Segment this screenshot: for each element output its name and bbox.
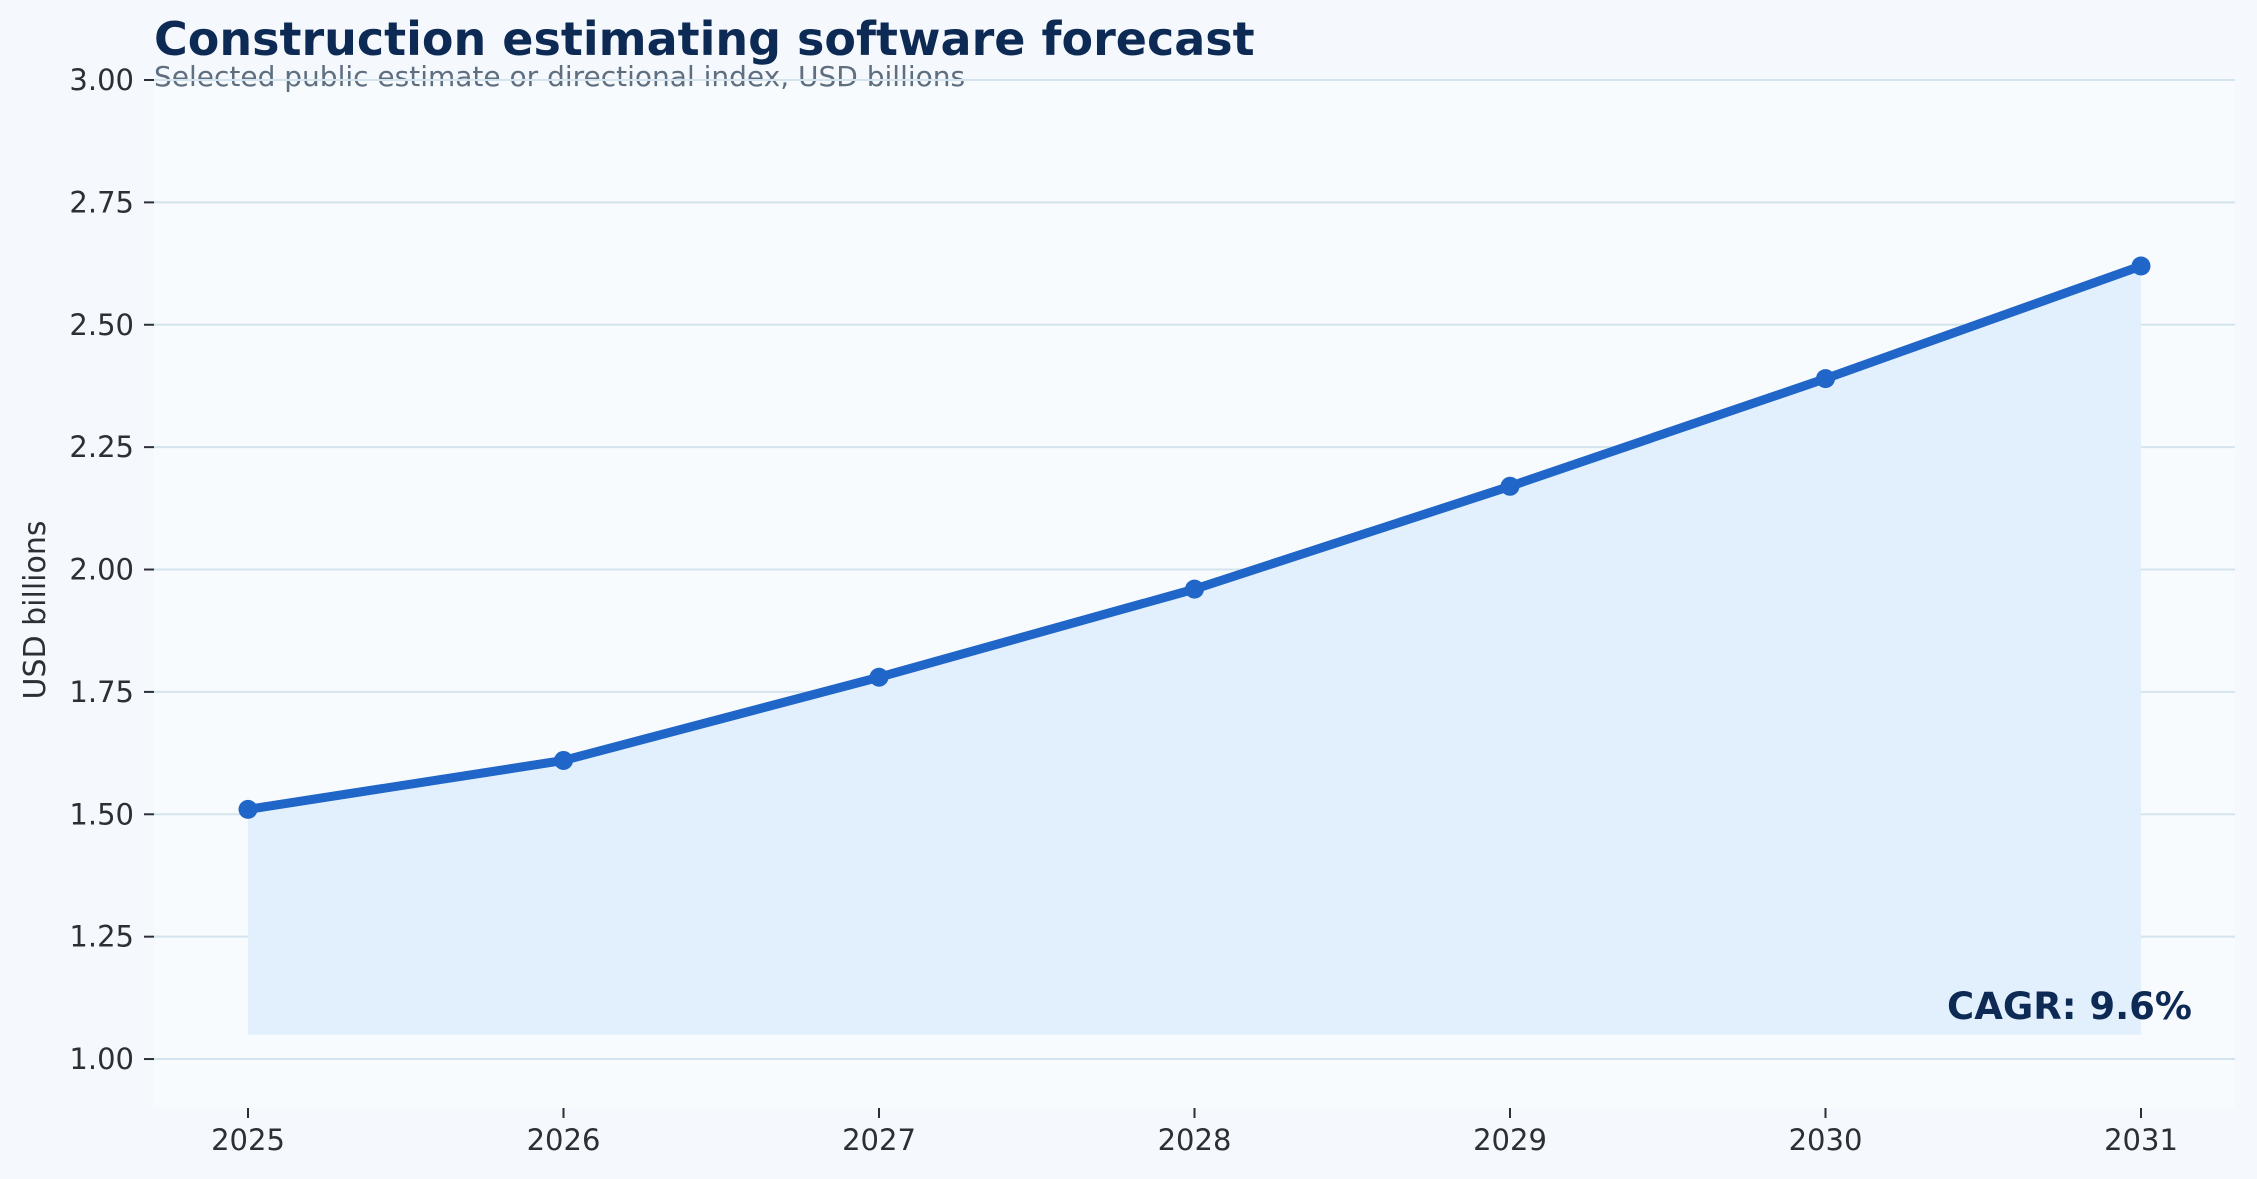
data-point (238, 799, 258, 819)
x-axis: 2025 2026 2027 2028 2029 2030 2031 (211, 1108, 2178, 1157)
data-point (1500, 476, 1520, 496)
x-tick-label: 2025 (211, 1123, 285, 1157)
y-tick-label: 2.75 (69, 185, 134, 219)
x-tick-label: 2029 (1473, 1123, 1547, 1157)
y-tick-label: 2.50 (69, 308, 134, 342)
chart-title: Construction estimating software forecas… (154, 12, 1255, 66)
cagr-annotation: CAGR: 9.6% (1947, 985, 2192, 1028)
chart-subtitle: Selected public estimate or directional … (154, 60, 965, 93)
y-tick-label: 1.25 (69, 920, 134, 954)
y-tick-label: 1.50 (69, 797, 134, 831)
x-tick-label: 2030 (1789, 1123, 1863, 1157)
data-point (2131, 256, 2151, 276)
x-tick-label: 2026 (527, 1123, 601, 1157)
data-point (1185, 579, 1204, 599)
y-axis: 1.00 1.25 1.50 1.75 2.00 2.25 2.50 2.75 3.00 (69, 63, 154, 1076)
y-tick-label: 3.00 (69, 63, 134, 97)
data-point (869, 667, 889, 687)
y-tick-label: 1.75 (69, 675, 134, 709)
data-points (238, 256, 2151, 819)
data-point (1816, 369, 1835, 389)
y-tick-label: 1.00 (69, 1042, 134, 1076)
x-tick-label: 2031 (2104, 1123, 2178, 1157)
y-axis-label: USD billions (18, 520, 53, 699)
area-fill (248, 266, 2141, 1035)
y-tick-label: 2.25 (69, 430, 134, 464)
y-tick-label: 2.00 (69, 553, 134, 587)
data-point (554, 750, 573, 770)
x-tick-label: 2028 (1158, 1123, 1232, 1157)
x-tick-label: 2027 (842, 1123, 916, 1157)
